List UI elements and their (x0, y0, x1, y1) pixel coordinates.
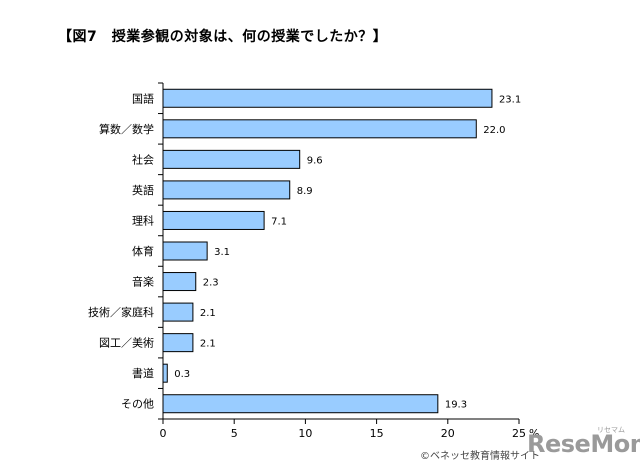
value-label: 0.3 (174, 369, 190, 380)
category-label: 英語 (132, 183, 154, 197)
x-tick-label: 5 (231, 427, 238, 440)
bar (162, 333, 194, 353)
watermark-sub-label: リセマム (597, 426, 625, 434)
resemom-watermark-logo: ReseMom (527, 430, 640, 458)
category-label: 体育 (132, 244, 154, 258)
value-label: 23.1 (499, 94, 521, 105)
category-label: 算数／数学 (99, 122, 154, 136)
x-tick-label: 15 (370, 427, 384, 440)
x-tick-label: 20 (441, 427, 455, 440)
bar (162, 363, 168, 383)
category-label: 図工／美術 (99, 337, 154, 350)
chart-title: 【図7 授業参観の対象は、何の授業でしたか？】 (58, 29, 388, 45)
value-label: 9.6 (307, 155, 323, 166)
bar (162, 88, 493, 108)
value-label: 8.9 (297, 186, 313, 197)
bar (162, 394, 439, 414)
bar (162, 180, 291, 200)
value-label: 7.1 (271, 216, 287, 227)
bar (162, 149, 301, 169)
value-label: 2.1 (200, 308, 216, 319)
category-label: 理科 (132, 213, 154, 227)
bar (162, 241, 208, 261)
category-label: 書道 (132, 366, 154, 380)
value-label: 2.1 (200, 339, 216, 350)
bar (162, 210, 265, 230)
x-tick-label: 25 (512, 427, 526, 440)
category-label: 国語 (132, 91, 154, 105)
value-label: 22.0 (483, 125, 505, 136)
x-axis-unit: % (529, 427, 539, 440)
category-label: 技術／家庭科 (88, 305, 154, 319)
category-label: その他 (121, 398, 154, 411)
value-label: 19.3 (445, 400, 467, 411)
value-label: 2.3 (203, 278, 219, 289)
bar (162, 272, 197, 292)
category-label: 社会 (132, 152, 154, 166)
copyright-credit: ©ベネッセ教育情報サイト (420, 451, 540, 462)
bar (162, 302, 194, 322)
x-tick-label: 10 (298, 427, 312, 440)
category-label: 音楽 (132, 275, 154, 289)
value-label: 3.1 (214, 247, 230, 258)
x-tick-label: 0 (160, 427, 167, 440)
bar (162, 119, 477, 139)
